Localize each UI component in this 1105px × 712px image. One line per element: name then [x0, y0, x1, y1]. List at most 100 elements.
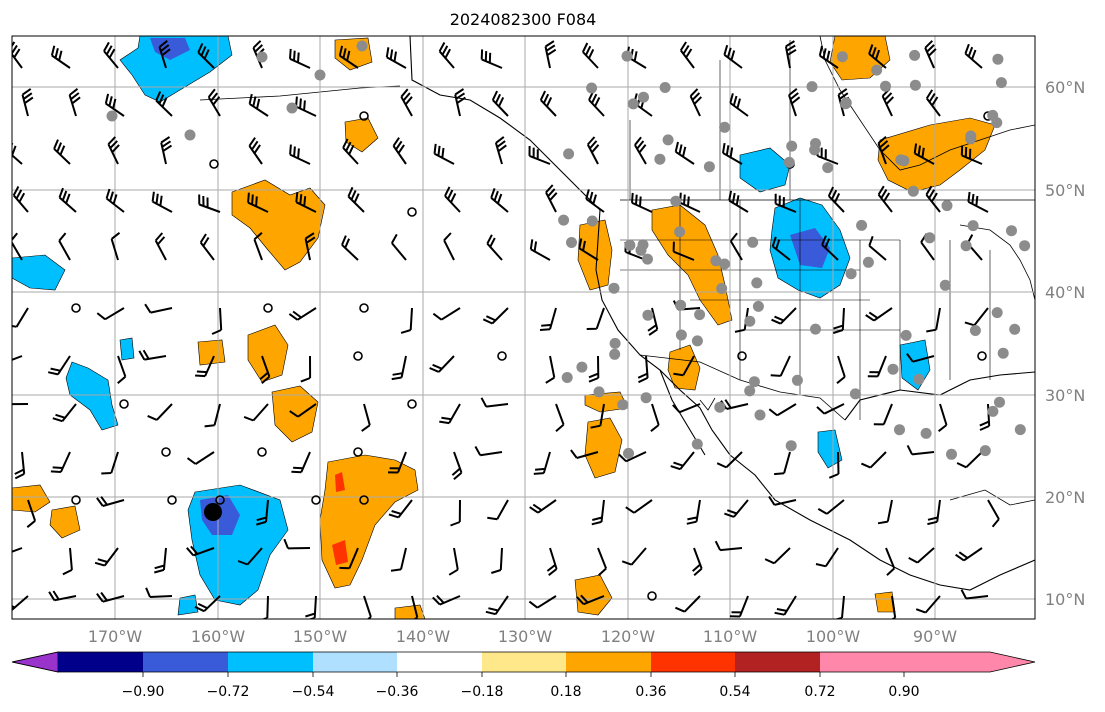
- wind-barb: [908, 547, 935, 564]
- wind-barb: [186, 451, 215, 465]
- wind-barb: [52, 403, 77, 423]
- station-dot: [987, 405, 999, 417]
- calm-wind-circle: [257, 447, 267, 457]
- station-dot: [967, 220, 979, 232]
- wind-barb: [865, 307, 893, 322]
- station-dot: [566, 237, 577, 248]
- wind-barb: [338, 45, 359, 69]
- great-lakes: [959, 224, 1035, 301]
- wind-barb: [689, 88, 703, 117]
- wind-barb: [964, 307, 989, 327]
- wind-barb: [50, 45, 71, 69]
- wind-barb: [818, 45, 839, 69]
- station-dot: [909, 49, 921, 61]
- wind-barb: [817, 499, 845, 515]
- wind-barb: [432, 595, 461, 606]
- wind-barb: [411, 595, 419, 619]
- wind-barb: [487, 499, 509, 521]
- station-dot: [593, 386, 605, 398]
- wind-barb: [68, 88, 81, 117]
- wind-barb: [764, 547, 791, 565]
- wind-barb: [62, 547, 73, 576]
- wind-barb: [868, 44, 887, 69]
- wind-barb: [96, 591, 125, 603]
- wind-barb: [960, 589, 989, 600]
- wind-barb: [768, 403, 797, 417]
- wind-barb: [197, 42, 215, 69]
- station-dot: [106, 110, 118, 122]
- calm-wind-circle: [359, 111, 369, 121]
- calm-wind-circle: [71, 303, 81, 313]
- lon-label: 90°W: [913, 627, 957, 646]
- wind-barb: [578, 238, 599, 261]
- wind-barb: [528, 145, 551, 165]
- station-dot: [1009, 323, 1021, 335]
- wind-barb: [339, 547, 359, 570]
- station-dot: [751, 277, 763, 289]
- station-dot: [991, 117, 1003, 129]
- wind-barb: [26, 499, 37, 528]
- station-dot: [840, 98, 852, 110]
- shade-orange: [667, 344, 701, 391]
- station-dot: [862, 256, 874, 268]
- station-dot: [900, 329, 912, 341]
- wind-barb: [480, 397, 509, 408]
- colorbar-label: 0.36: [635, 684, 666, 700]
- wind-barb: [672, 241, 695, 261]
- wind-barb: [104, 93, 125, 117]
- wind-barb: [867, 355, 887, 378]
- station-dot: [586, 215, 598, 227]
- lon-label: 110°W: [703, 627, 758, 646]
- station-dot: [810, 323, 821, 335]
- station-dot: [786, 140, 798, 152]
- lat-labels: 60°N 50°N 40°N 30°N 20°N 10°N: [1045, 78, 1085, 609]
- colorbar-swatch: [143, 652, 228, 672]
- station-dot: [791, 374, 803, 386]
- station-dot: [670, 195, 682, 207]
- wind-barb: [482, 307, 509, 325]
- wind-barb: [927, 499, 941, 526]
- wind-barb: [256, 499, 269, 526]
- lon-label: 170°W: [88, 627, 143, 646]
- wind-barb: [361, 403, 371, 432]
- wind-barb: [58, 232, 71, 261]
- wind-barb: [347, 186, 365, 213]
- station-dot: [609, 337, 621, 349]
- wind-barb: [211, 307, 223, 335]
- wind-barb: [392, 137, 407, 165]
- wind-barb: [50, 451, 71, 473]
- wind-barb: [925, 185, 941, 213]
- colorbar: −0.90 −0.72 −0.54 −0.36 −0.18 0.18 0.36 …: [11, 651, 1036, 700]
- wind-barb: [454, 88, 466, 117]
- colorbar-swatch: [482, 652, 566, 672]
- wind-barb: [432, 307, 461, 321]
- lon-label: 160°W: [191, 627, 246, 646]
- wind-barb: [103, 41, 119, 69]
- station-dot: [783, 156, 795, 168]
- shade-orange: [651, 204, 733, 326]
- wind-barb: [486, 234, 503, 261]
- wind-barb: [827, 186, 845, 213]
- lon-label: 140°W: [396, 627, 451, 646]
- wind-barb: [144, 303, 173, 314]
- colorbar-swatch: [735, 652, 820, 672]
- wind-barb: [873, 403, 893, 426]
- wind-barb: [388, 499, 413, 519]
- wind-barb: [429, 355, 455, 373]
- colorbar-swatch: [566, 652, 651, 672]
- wind-barb: [771, 307, 797, 325]
- wind-barb: [675, 595, 701, 613]
- station-dot: [675, 299, 687, 311]
- wind-barb: [480, 49, 503, 69]
- station-dot: [691, 438, 703, 450]
- wind-barb: [555, 403, 565, 432]
- wind-barb: [621, 547, 647, 566]
- us-mexico-border: [639, 354, 846, 421]
- wind-barb: [546, 547, 558, 576]
- map-content: [12, 36, 1035, 619]
- lat-label: 50°N: [1045, 181, 1085, 200]
- wind-barb: [774, 193, 797, 213]
- wind-barb: [576, 594, 605, 606]
- station-dots: [106, 40, 1031, 460]
